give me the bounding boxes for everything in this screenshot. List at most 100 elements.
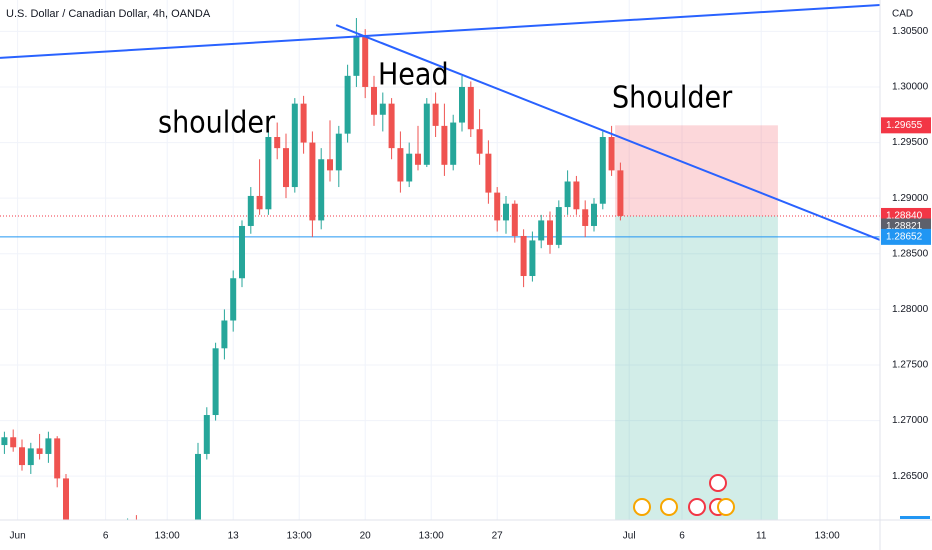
candle-body — [89, 543, 95, 550]
candle-body — [195, 453, 201, 520]
trendline — [0, 4, 880, 59]
candle-body — [107, 543, 113, 549]
grid — [0, 0, 880, 520]
price-label-bg — [881, 117, 931, 134]
candle-body — [327, 159, 333, 171]
scroll-marker — [900, 516, 930, 519]
x-tick-label: 20 — [360, 531, 372, 542]
annotation: shoulder — [158, 106, 276, 141]
y-tick-label: 1.27500 — [892, 360, 929, 371]
candle-body — [10, 437, 17, 448]
candle-body — [415, 153, 421, 165]
candle-body — [265, 137, 272, 210]
candle-body — [485, 153, 492, 193]
x-tick-label: Jul — [623, 531, 636, 542]
price-label: 1.28821 — [886, 221, 923, 232]
candle-body — [582, 209, 589, 226]
candle-body — [186, 532, 192, 543]
candle-body — [291, 103, 298, 188]
candle-body — [494, 192, 501, 221]
x-tick-label: 13:00 — [155, 531, 180, 542]
candle-body — [529, 240, 536, 277]
candle-body — [283, 148, 289, 188]
candle-body — [379, 103, 386, 115]
target-zone — [615, 215, 778, 520]
price-label: 1.28840 — [886, 211, 923, 222]
candle-body — [503, 203, 509, 221]
candle-body — [1, 437, 8, 446]
candle-body — [362, 36, 369, 87]
candle-body — [54, 438, 61, 479]
candle-body — [19, 447, 25, 466]
candle-body — [441, 125, 448, 165]
candle-body — [72, 526, 78, 550]
candle-body — [467, 86, 474, 130]
candle-body — [318, 159, 325, 221]
candle-body — [27, 448, 34, 466]
candle-body — [203, 415, 210, 454]
candle-body — [247, 195, 254, 226]
x-tick-label: 11 — [756, 531, 767, 542]
annotation: Head — [378, 58, 449, 93]
candle-body — [564, 181, 571, 208]
candle-body — [459, 86, 465, 123]
candle-body — [256, 195, 263, 210]
x-tick-label: 27 — [492, 531, 504, 542]
candle-body — [169, 543, 175, 550]
candle-body — [432, 103, 439, 126]
x-tick-label: 6 — [679, 531, 685, 542]
stop-zone — [615, 125, 778, 216]
candle-body — [353, 36, 360, 76]
candle-body — [212, 348, 219, 416]
candle-body — [133, 526, 139, 537]
candle-body — [476, 129, 483, 154]
price-label: 1.28652 — [886, 232, 923, 243]
candle-body — [221, 320, 228, 349]
candle-body — [36, 448, 43, 454]
candle-body — [230, 278, 237, 321]
currency: CAD — [892, 9, 913, 20]
candle-body — [45, 438, 52, 454]
y-tick-label: 1.27000 — [892, 415, 929, 426]
candle-body — [547, 220, 553, 245]
candle-body — [450, 122, 457, 165]
candle-body — [406, 153, 413, 182]
chart-title: U.S. Dollar / Canadian Dollar, 4h, OANDA — [6, 8, 211, 20]
y-tick-label: 1.30500 — [892, 26, 929, 37]
candle-body — [344, 75, 351, 134]
candle-body — [573, 181, 580, 210]
event-icons[interactable] — [633, 474, 735, 516]
y-tick-label: 1.29500 — [892, 137, 929, 148]
price-label: 1.29655 — [886, 120, 923, 131]
candle-body — [239, 225, 245, 279]
y-tick-label: 1.28500 — [892, 248, 929, 259]
candle-body — [397, 148, 404, 182]
y-tick-label: 1.29000 — [892, 193, 929, 204]
candle-body — [520, 235, 527, 277]
candle-body — [555, 207, 562, 245]
candle-body — [388, 103, 395, 149]
candle-body — [511, 203, 518, 236]
candle-body — [371, 86, 377, 115]
annotation: Shoulder — [612, 81, 733, 116]
trendline — [335, 24, 880, 241]
y-tick-label: 1.30000 — [892, 82, 929, 93]
candle-body — [538, 220, 545, 241]
candle-body — [309, 142, 316, 221]
x-tick-label: 13:00 — [419, 531, 444, 542]
price-label-bg — [881, 228, 931, 245]
x-tick-label: Jun — [10, 531, 26, 542]
candle-body — [423, 103, 430, 165]
y-tick-label: 1.28000 — [892, 304, 929, 315]
candle-body — [63, 478, 69, 520]
candle-body — [335, 133, 342, 171]
y-tick-label: 1.26500 — [892, 471, 929, 482]
x-tick-label: 6 — [103, 531, 109, 542]
plot-area — [0, 4, 880, 550]
x-tick-label: 13 — [228, 531, 240, 542]
candle-body — [608, 137, 615, 171]
candle-body — [300, 103, 307, 143]
x-tick-label: 13:00 — [815, 531, 840, 542]
candle-body — [591, 203, 597, 226]
